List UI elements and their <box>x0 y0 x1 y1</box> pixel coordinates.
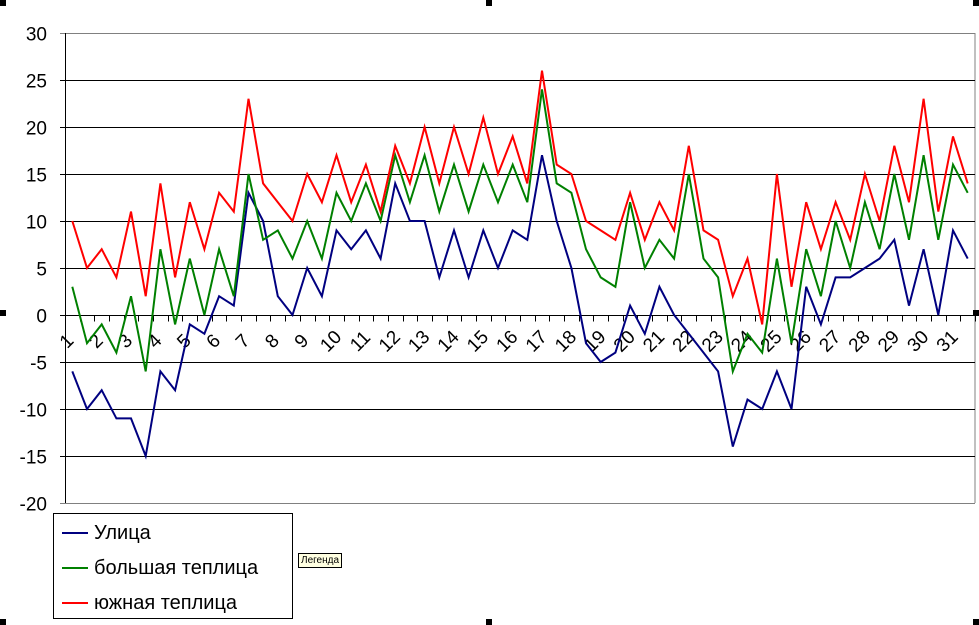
selection-handle[interactable] <box>973 0 979 6</box>
legend-swatch <box>62 532 88 534</box>
legend-item-yuzhnaya-teplitsa: южная теплица <box>62 588 237 618</box>
x-tick-label: 12 <box>375 327 405 357</box>
selection-handle[interactable] <box>0 310 6 316</box>
x-tick-label: 8 <box>261 330 283 352</box>
x-tick-label: 28 <box>845 327 875 357</box>
y-tick-label: 20 <box>26 119 47 140</box>
series-line-ulitsa <box>71 154 969 460</box>
selection-handle[interactable] <box>0 619 6 625</box>
legend-item-bolshaya-teplitsa: большая теплица <box>62 553 258 583</box>
y-tick-label: 10 <box>26 213 47 234</box>
legend-label: южная теплица <box>94 591 238 614</box>
x-tick-label: 6 <box>203 330 225 352</box>
y-tick-label: 25 <box>26 72 47 93</box>
gridlines <box>60 33 976 504</box>
selection-handle[interactable] <box>486 619 492 625</box>
y-tick-label: -5 <box>30 354 47 375</box>
selection-handle[interactable] <box>973 619 979 625</box>
x-tick-label: 18 <box>551 327 581 357</box>
y-axis-ticks: 30 25 20 15 10 5 0 -5 -10 -15 -20 <box>20 25 47 516</box>
y-tick-label: 15 <box>26 166 47 187</box>
x-tick-label: 17 <box>522 327 552 357</box>
series-lines <box>71 70 969 460</box>
legend-label: Улица <box>94 521 151 544</box>
legend-label: большая теплица <box>94 556 259 579</box>
selection-handle[interactable] <box>0 0 6 6</box>
y-tick-label: 5 <box>36 260 47 281</box>
tooltip: Легенда <box>298 553 343 568</box>
y-tick-label: -15 <box>20 448 47 469</box>
selection-handle[interactable] <box>486 0 492 6</box>
x-tick-label: 1 <box>56 330 78 352</box>
x-tick-label: 29 <box>874 327 904 357</box>
series-line-yuzhnaya-teplitsa <box>71 70 969 325</box>
x-tick-label: 27 <box>815 327 845 357</box>
y-tick-label: 30 <box>26 25 47 46</box>
x-tick-label: 13 <box>404 327 434 357</box>
x-tick-label: 7 <box>232 330 254 352</box>
y-tick-label: -10 <box>20 401 47 422</box>
legend-swatch <box>62 602 88 604</box>
x-tick-label: 10 <box>316 327 346 357</box>
x-tick-label: 31 <box>933 327 963 357</box>
x-tick-label: 30 <box>904 327 934 357</box>
x-tick-label: 14 <box>434 326 464 356</box>
x-tick-label: 15 <box>463 327 493 357</box>
y-tick-label: -20 <box>20 495 47 516</box>
x-tick-label: 16 <box>493 327 523 357</box>
legend[interactable]: Улица большая теплица южная теплица <box>53 513 293 619</box>
x-tick-label: 11 <box>346 327 375 356</box>
selection-handle[interactable] <box>973 310 979 316</box>
legend-item-ulitsa: Улица <box>62 518 151 548</box>
x-tick-label: 9 <box>291 330 313 352</box>
legend-swatch <box>62 567 88 569</box>
series-line-bolshaya-teplitsa <box>71 89 969 376</box>
y-tick-label: 0 <box>36 307 47 328</box>
